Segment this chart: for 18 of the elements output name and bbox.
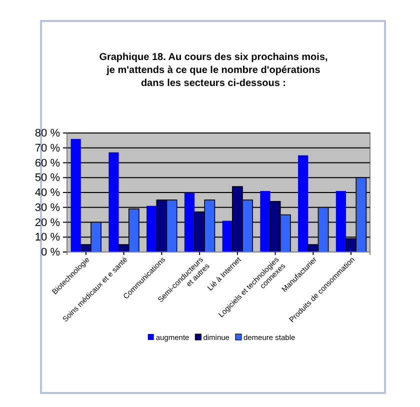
bar: [108, 152, 119, 252]
bar: [336, 191, 346, 252]
y-tick-label: 70 %: [34, 142, 60, 154]
y-tick-label: 60 %: [34, 157, 60, 170]
y-tick-label: 20 %: [34, 216, 60, 229]
bar: [298, 155, 308, 252]
bar: [146, 206, 157, 252]
chart-title: Graphique 18. Au cours des six prochains mois, je m'attends à ce que le nombre d'opérations dans les secteurs ci-dessous :: [99, 52, 328, 89]
y-tick-label: 40 %: [34, 187, 60, 200]
y-tick-label: 80 %: [34, 128, 60, 140]
y-tick-label: 0 %: [41, 246, 60, 259]
y-tick-label: 50 %: [34, 172, 60, 184]
y-tick-label: 30 %: [34, 202, 60, 214]
bar: [184, 192, 195, 252]
bar: [260, 191, 270, 252]
y-tick-label: 10 %: [34, 232, 60, 244]
bar: [70, 138, 81, 252]
bar: [222, 220, 232, 252]
